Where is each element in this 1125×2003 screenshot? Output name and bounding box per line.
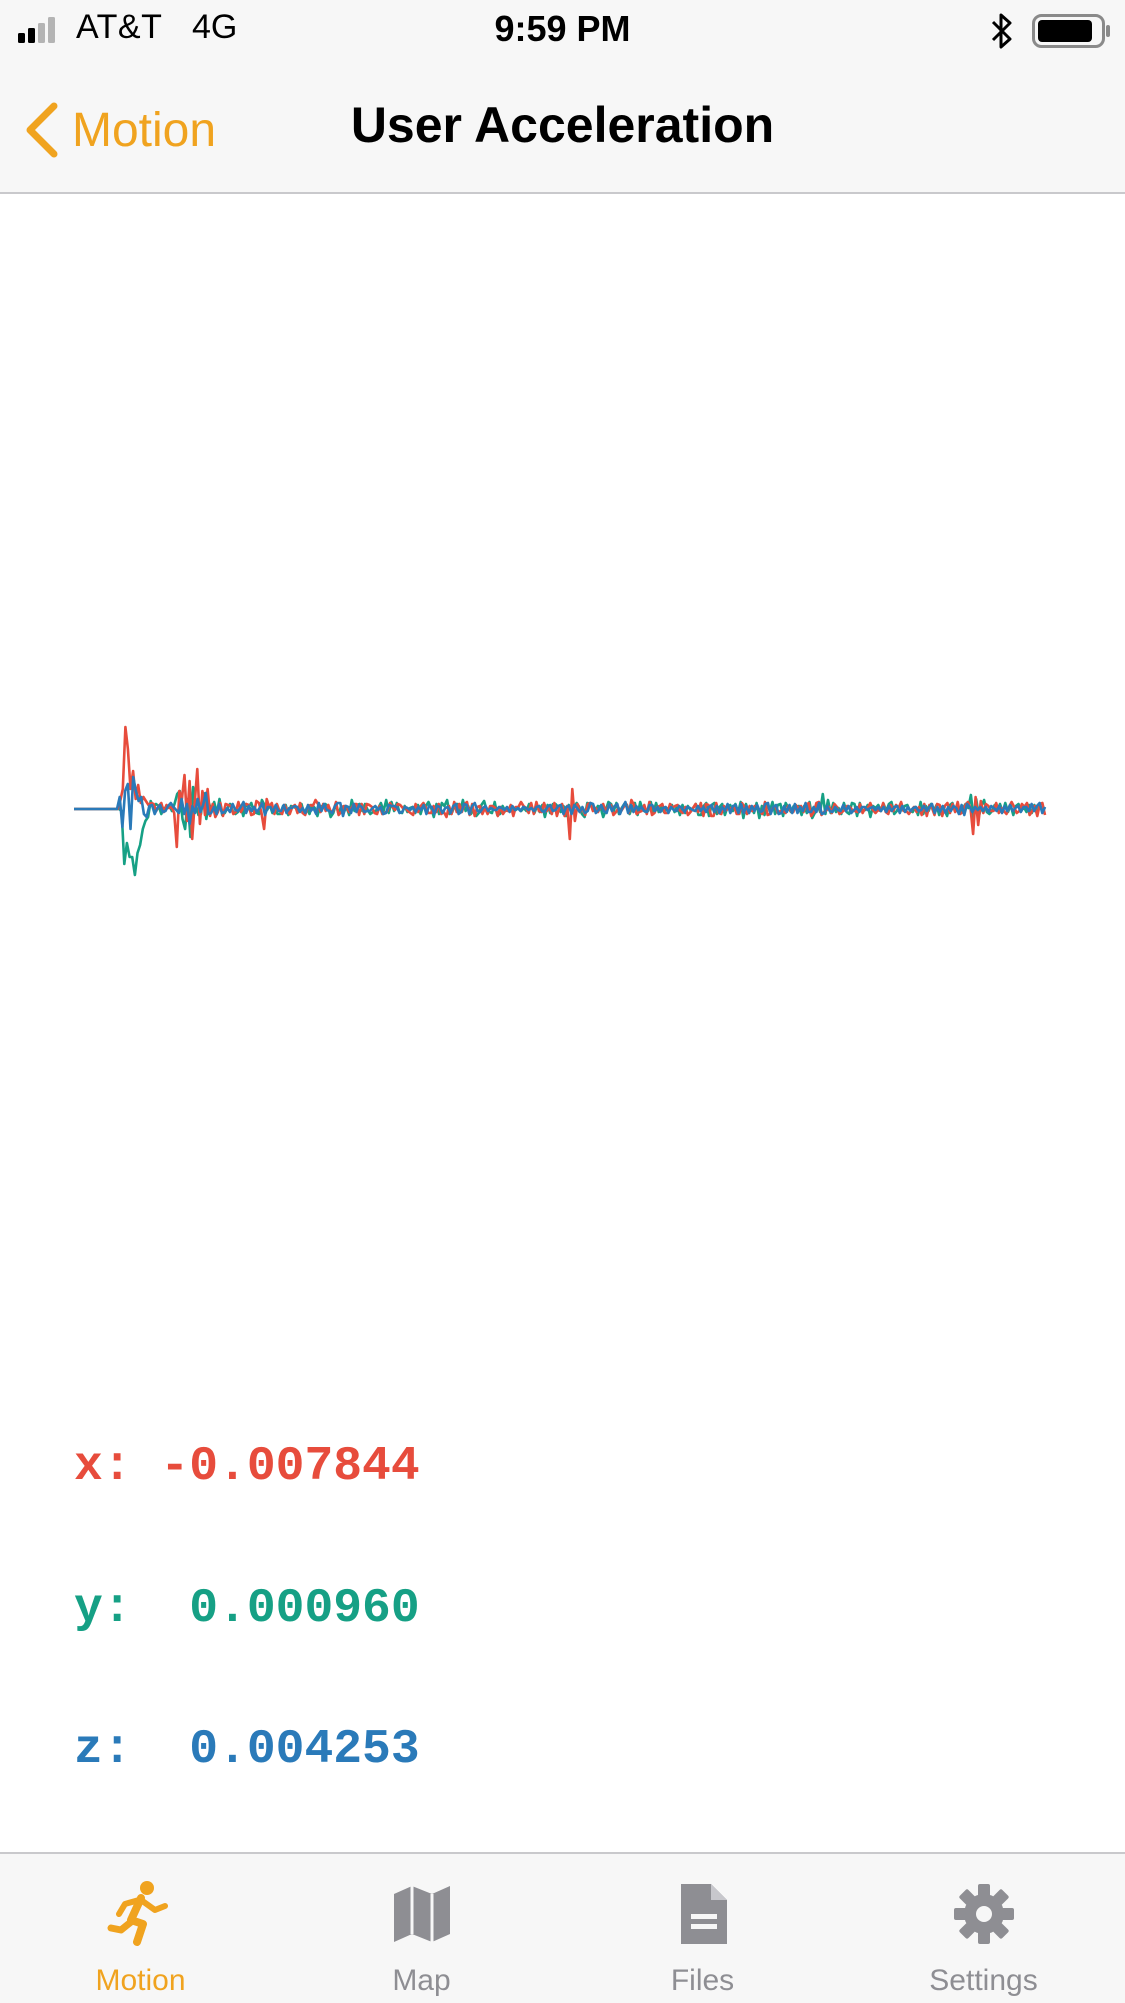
z-value: 0.004253: [160, 1723, 419, 1777]
tab-settings[interactable]: Settings: [843, 1854, 1124, 2003]
page-title: User Acceleration: [0, 96, 1125, 154]
navigation-bar: Motion User Acceleration: [0, 62, 1125, 194]
tab-motion-label: Motion: [0, 1964, 281, 1998]
bluetooth-icon: [990, 12, 1014, 50]
y-series-line: [74, 787, 1045, 875]
x-readout: x: -0.007844: [74, 1440, 420, 1494]
tab-map-label: Map: [281, 1964, 562, 1998]
gear-icon: [950, 1880, 1018, 1948]
tab-files[interactable]: Files: [562, 1854, 843, 2003]
z-label: z:: [74, 1723, 132, 1777]
map-icon: [388, 1880, 456, 1948]
file-icon: [669, 1880, 737, 1948]
clock: 9:59 PM: [0, 8, 1125, 50]
running-icon: [107, 1880, 175, 1948]
status-bar: AT&T 4G 9:59 PM: [0, 0, 1125, 62]
battery-icon: [1032, 14, 1112, 48]
tab-bar: Motion Map Files: [0, 1852, 1125, 2003]
tab-motion[interactable]: Motion: [0, 1854, 281, 2003]
acceleration-chart: [0, 194, 1125, 1424]
tab-files-label: Files: [562, 1964, 843, 1998]
tab-map[interactable]: Map: [281, 1854, 562, 2003]
y-value: 0.000960: [160, 1582, 419, 1636]
z-readout: z: 0.004253: [74, 1723, 420, 1777]
x-label: x:: [74, 1440, 132, 1494]
y-label: y:: [74, 1582, 132, 1636]
tab-settings-label: Settings: [843, 1964, 1124, 1998]
y-readout: y: 0.000960: [74, 1582, 420, 1636]
x-value: -0.007844: [160, 1440, 419, 1494]
x-series-line: [74, 727, 1045, 847]
